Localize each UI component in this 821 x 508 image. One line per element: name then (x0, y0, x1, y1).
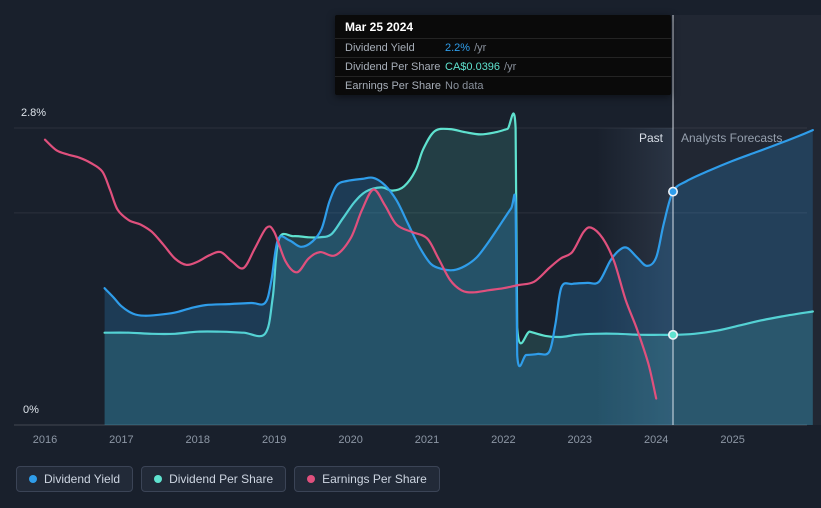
dividend-yield-area (104, 130, 813, 425)
legend-item-dividend-per-share[interactable]: Dividend Per Share (141, 466, 287, 492)
x-tick-2019: 2019 (262, 434, 286, 446)
chart-legend: Dividend Yield Dividend Per Share Earnings… (16, 466, 440, 492)
legend-dot (307, 475, 316, 483)
tooltip-row-value: CA$0.0396 (445, 61, 501, 73)
tooltip-rows: Dividend Yield 2.2%/yr Dividend Per Share C… (335, 38, 671, 95)
legend-label: Dividend Per Share (169, 472, 274, 486)
tooltip-row: Earnings Per Share No data (335, 76, 671, 95)
tooltip-row-value: 2.2% (445, 42, 471, 54)
tooltip-row: Dividend Yield 2.2%/yr (335, 38, 671, 57)
chart-tooltip: Mar 25 2024 Dividend Yield 2.2%/yr Dividen… (335, 15, 671, 95)
past-zone-label: Past (638, 131, 663, 145)
dividend-yield-now-marker[interactable] (668, 186, 679, 197)
legend-item-earnings-per-share[interactable]: Earnings Per Share (294, 466, 440, 492)
tooltip-row-unit: /yr (474, 42, 487, 54)
x-tick-2016: 2016 (33, 434, 57, 446)
tooltip-row: Dividend Per Share CA$0.0396/yr (335, 57, 671, 76)
y-axis-max-label: 2.8% (21, 107, 47, 119)
dividend-per-share-now-marker[interactable] (668, 329, 679, 340)
tooltip-row-value: No data (445, 80, 484, 92)
x-tick-2025: 2025 (720, 434, 744, 446)
tooltip-date: Mar 25 2024 (345, 20, 414, 34)
tooltip-row-label: Dividend Yield (345, 42, 415, 54)
x-tick-2021: 2021 (415, 434, 439, 446)
dividend-per-share-line (103, 112, 814, 345)
tooltip-row-unit: /yr (504, 61, 517, 73)
y-axis-min-label: 0% (23, 404, 39, 416)
forecast-zone-label: Analysts Forecasts (681, 131, 783, 145)
tooltip-row-label: Earnings Per Share (345, 80, 441, 92)
past-highlight-band (596, 128, 674, 425)
legend-dot (154, 475, 163, 483)
x-tick-2018: 2018 (186, 434, 210, 446)
x-tick-2022: 2022 (491, 434, 515, 446)
chart-plot-area[interactable]: 2016 2017 2018 2019 2020 2021 2022 2023 2024 2025 (0, 0, 821, 455)
x-tick-2024: 2024 (644, 434, 668, 446)
tooltip-row-label: Dividend Per Share (345, 61, 441, 73)
legend-label: Dividend Yield (44, 472, 121, 486)
x-tick-2020: 2020 (338, 434, 362, 446)
legend-dot (29, 475, 37, 483)
x-tick-2017: 2017 (109, 434, 133, 446)
dividend-yield-line (103, 129, 814, 368)
legend-label: Earnings Per Share (322, 472, 427, 486)
legend-item-dividend-yield[interactable]: Dividend Yield (16, 466, 134, 492)
earnings-per-share-line (43, 138, 658, 400)
x-tick-2023: 2023 (568, 434, 592, 446)
